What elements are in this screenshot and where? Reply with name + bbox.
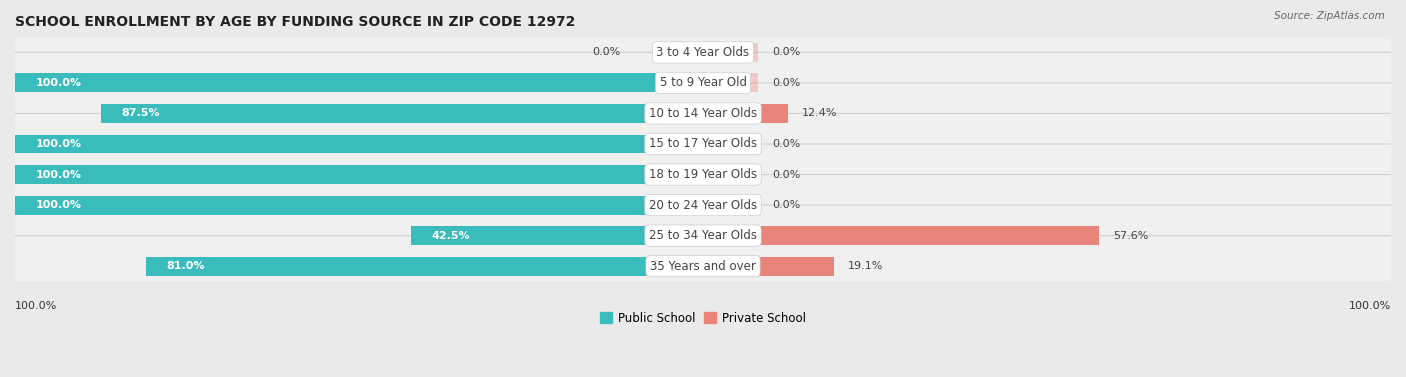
Bar — [703, 196, 758, 215]
Bar — [703, 74, 758, 92]
Text: 3 to 4 Year Olds: 3 to 4 Year Olds — [657, 46, 749, 59]
Text: 19.1%: 19.1% — [848, 261, 883, 271]
Bar — [15, 135, 703, 153]
Text: 25 to 34 Year Olds: 25 to 34 Year Olds — [650, 229, 756, 242]
Text: 100.0%: 100.0% — [35, 170, 82, 179]
Text: 0.0%: 0.0% — [772, 139, 800, 149]
Text: 0.0%: 0.0% — [592, 48, 620, 57]
Text: 10 to 14 Year Olds: 10 to 14 Year Olds — [650, 107, 756, 120]
Bar — [703, 226, 1099, 245]
Bar — [146, 257, 703, 276]
Text: 5 to 9 Year Old: 5 to 9 Year Old — [659, 77, 747, 89]
FancyBboxPatch shape — [11, 113, 1395, 175]
Bar — [411, 226, 703, 245]
Text: 20 to 24 Year Olds: 20 to 24 Year Olds — [650, 199, 756, 211]
Text: Source: ZipAtlas.com: Source: ZipAtlas.com — [1274, 11, 1385, 21]
FancyBboxPatch shape — [11, 144, 1395, 205]
Bar — [703, 257, 834, 276]
Bar — [101, 104, 703, 123]
Text: 18 to 19 Year Olds: 18 to 19 Year Olds — [650, 168, 756, 181]
Text: 87.5%: 87.5% — [122, 109, 160, 118]
Bar — [703, 165, 758, 184]
FancyBboxPatch shape — [11, 236, 1395, 297]
Bar — [703, 104, 789, 123]
Bar — [15, 196, 703, 215]
Text: SCHOOL ENROLLMENT BY AGE BY FUNDING SOURCE IN ZIP CODE 12972: SCHOOL ENROLLMENT BY AGE BY FUNDING SOUR… — [15, 15, 575, 29]
Bar — [15, 74, 703, 92]
Text: 100.0%: 100.0% — [35, 139, 82, 149]
Text: 57.6%: 57.6% — [1114, 231, 1149, 241]
Text: 0.0%: 0.0% — [772, 170, 800, 179]
Text: 15 to 17 Year Olds: 15 to 17 Year Olds — [650, 138, 756, 150]
Bar — [703, 43, 758, 62]
Bar — [15, 165, 703, 184]
Text: 0.0%: 0.0% — [772, 200, 800, 210]
Text: 100.0%: 100.0% — [1348, 301, 1391, 311]
FancyBboxPatch shape — [11, 205, 1395, 266]
FancyBboxPatch shape — [11, 22, 1395, 83]
FancyBboxPatch shape — [11, 52, 1395, 113]
Text: 100.0%: 100.0% — [35, 78, 82, 88]
FancyBboxPatch shape — [11, 175, 1395, 236]
Text: 0.0%: 0.0% — [772, 78, 800, 88]
Bar — [703, 135, 758, 153]
Text: 100.0%: 100.0% — [15, 301, 58, 311]
Bar — [689, 43, 703, 62]
Text: 0.0%: 0.0% — [772, 48, 800, 57]
Legend: Public School, Private School: Public School, Private School — [595, 307, 811, 329]
Text: 12.4%: 12.4% — [801, 109, 838, 118]
Text: 100.0%: 100.0% — [35, 200, 82, 210]
Text: 42.5%: 42.5% — [432, 231, 470, 241]
FancyBboxPatch shape — [11, 83, 1395, 144]
Text: 81.0%: 81.0% — [166, 261, 205, 271]
Text: 35 Years and over: 35 Years and over — [650, 260, 756, 273]
